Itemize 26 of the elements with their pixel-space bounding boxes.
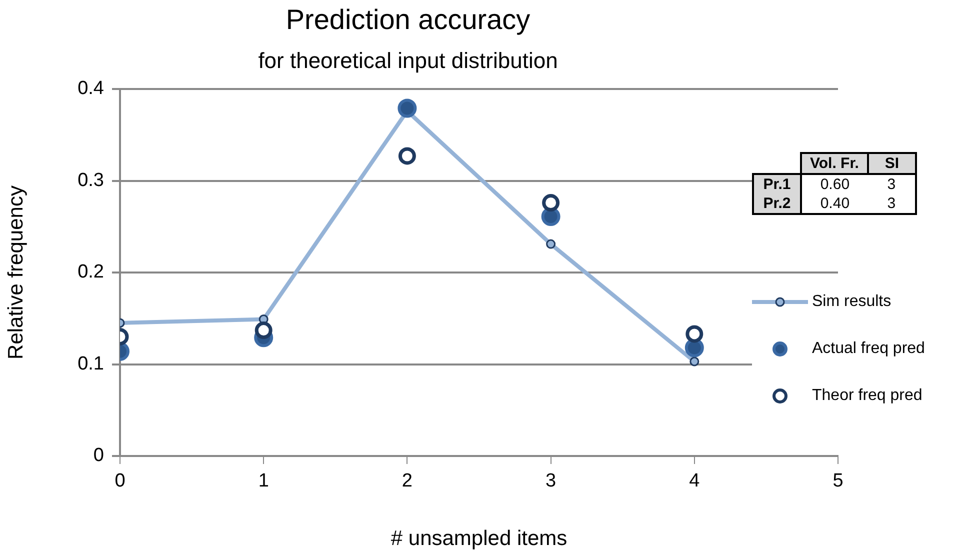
y-tick-label: 0 [93,445,104,466]
annotation: Vol. Fr. [801,153,868,174]
x-tick-label: 2 [402,470,412,492]
text: SI [868,153,916,174]
chart-subtitle: for theoretical input distribution [257,48,559,74]
y-tick-label: 0.3 [78,170,104,191]
y-tick-label: 0.2 [78,262,104,283]
x-tick-label: 4 [689,470,700,492]
y-axis-title: Relative frequency [4,185,28,360]
x-tick-label: 1 [258,470,269,492]
y-tick-label: 0.1 [78,353,104,374]
x-axis-title: # unsampled items [390,527,568,550]
text: 3 [868,174,916,194]
chart-title: Prediction accuracy [284,4,532,36]
annotation: Pr.2 [753,194,801,214]
annotation: Pr.1 [753,174,801,194]
legend-label: Sim results [812,292,892,310]
x-tick-label: 3 [546,470,556,492]
x-tick-label: 0 [114,470,126,492]
text: 3 [868,194,916,214]
annotation: 0.40 [801,194,868,214]
annotation: 0.60 [801,174,868,194]
x-tick-label: 5 [832,470,844,492]
y-tick-label: 0.4 [78,78,104,100]
legend-label: Theor freq pred [812,386,922,404]
legend-label: Actual freq pred [812,340,925,358]
